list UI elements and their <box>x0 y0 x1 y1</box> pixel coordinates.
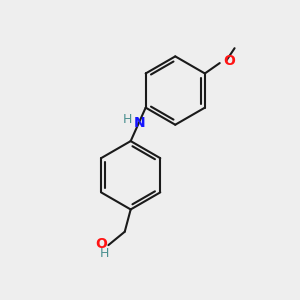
Text: O: O <box>223 54 235 68</box>
Text: H: H <box>100 247 109 260</box>
Text: O: O <box>95 237 107 250</box>
Text: H: H <box>123 112 133 125</box>
Text: N: N <box>134 116 146 130</box>
